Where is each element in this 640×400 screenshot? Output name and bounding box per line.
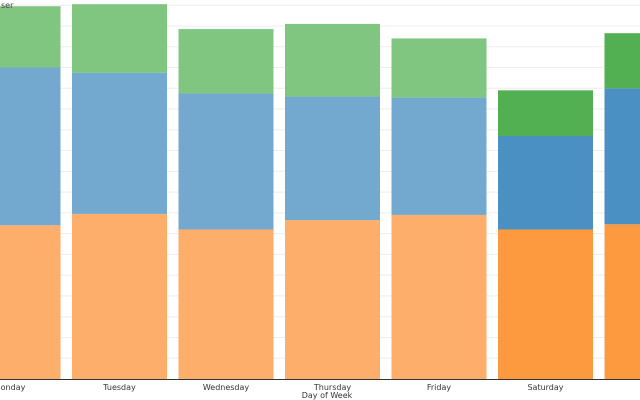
bar-segment-thursday-3 — [285, 23, 380, 97]
bar-segment-monday-1 — [0, 225, 61, 379]
bar-segment-saturday-1 — [498, 229, 593, 379]
bar-segment-sunday-1 — [604, 224, 640, 379]
bar-segment-sunday-2 — [604, 88, 640, 225]
corner-label: ser — [1, 1, 14, 10]
bar-segment-thursday-1 — [285, 220, 380, 379]
bar-segment-tuesday-3 — [72, 4, 167, 73]
bar-segment-saturday-2 — [498, 136, 593, 230]
bar-segment-tuesday-2 — [72, 72, 167, 214]
x-tick-label: Tuesday — [102, 383, 136, 392]
bar-segment-friday-2 — [391, 97, 487, 215]
x-tick-label: Friday — [427, 383, 452, 392]
x-tick-label: onday — [1, 383, 26, 392]
bars — [0, 4, 640, 379]
x-tick-label: Saturday — [527, 383, 563, 392]
bar-segment-saturday-3 — [498, 90, 593, 137]
bar-segment-wednesday-1 — [178, 229, 274, 379]
bar-segment-friday-3 — [391, 38, 487, 98]
x-tick-label: Wednesday — [203, 383, 250, 392]
bar-segment-monday-2 — [0, 67, 61, 226]
x-tick-label: Thursday — [313, 383, 351, 392]
x-tick-labels: onday Tuesday Wednesday Thursday Friday Satur… — [1, 383, 564, 392]
bar-segment-thursday-2 — [285, 96, 380, 221]
bar-segment-sunday-3 — [604, 33, 640, 89]
bar-segment-wednesday-2 — [178, 93, 274, 230]
bar-segment-wednesday-3 — [178, 29, 274, 94]
bar-segment-monday-3 — [0, 6, 61, 68]
bar-segment-friday-1 — [391, 214, 487, 379]
bar-segment-tuesday-1 — [72, 213, 167, 379]
x-axis-title: Day of Week — [302, 391, 353, 400]
